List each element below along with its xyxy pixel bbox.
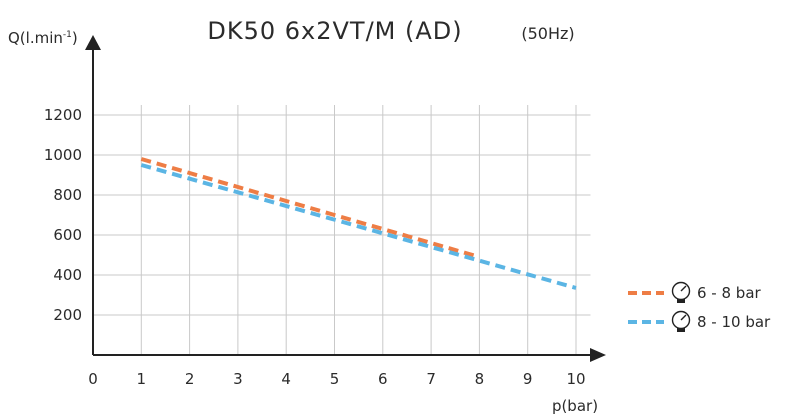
x-tick-label: 7: [426, 370, 436, 388]
legend-label: 8 - 10 bar: [697, 313, 771, 331]
x-tick-label: 9: [523, 370, 533, 388]
y-tick-label: 800: [53, 186, 82, 204]
x-axis-label: p(bar): [552, 397, 598, 415]
chart-title: DK50 6x2VT/M (AD): [207, 17, 462, 45]
pressure-gauge-icon: [671, 281, 691, 303]
y-axis-label: Q(l.min-1): [8, 29, 78, 47]
y-tick-label: 400: [53, 266, 82, 284]
x-tick-label: 4: [281, 370, 291, 388]
x-tick-label: 3: [233, 370, 243, 388]
x-tick-label: 2: [185, 370, 195, 388]
series-line-1: [140, 157, 480, 259]
legend-label: 6 - 8 bar: [697, 284, 762, 302]
series-lines: [140, 157, 577, 290]
x-axis-arrow: [590, 348, 606, 362]
tick-labels: 0 1 2 3 4 5 6 7 8 9 10 200 400 600 800 1000 1200: [44, 106, 586, 388]
y-tick-label: 1200: [44, 106, 82, 124]
x-tick-label: 6: [378, 370, 388, 388]
chart-subtitle: (50Hz): [521, 24, 574, 43]
y-tick-label: 600: [53, 226, 82, 244]
axes: [85, 35, 606, 362]
legend: 6 - 8 bar 8 - 10 bar: [628, 281, 771, 332]
x-tick-label: 8: [475, 370, 485, 388]
x-tick-label: 1: [137, 370, 147, 388]
y-tick-label: 1000: [44, 146, 82, 164]
grid: [93, 105, 591, 355]
series-line-2: [140, 163, 577, 290]
y-axis-arrow: [85, 35, 101, 50]
y-tick-label: 200: [53, 306, 82, 324]
x-tick-label: 0: [88, 370, 98, 388]
x-tick-label: 10: [566, 370, 585, 388]
pressure-gauge-icon: [671, 310, 691, 332]
x-tick-label: 5: [330, 370, 340, 388]
